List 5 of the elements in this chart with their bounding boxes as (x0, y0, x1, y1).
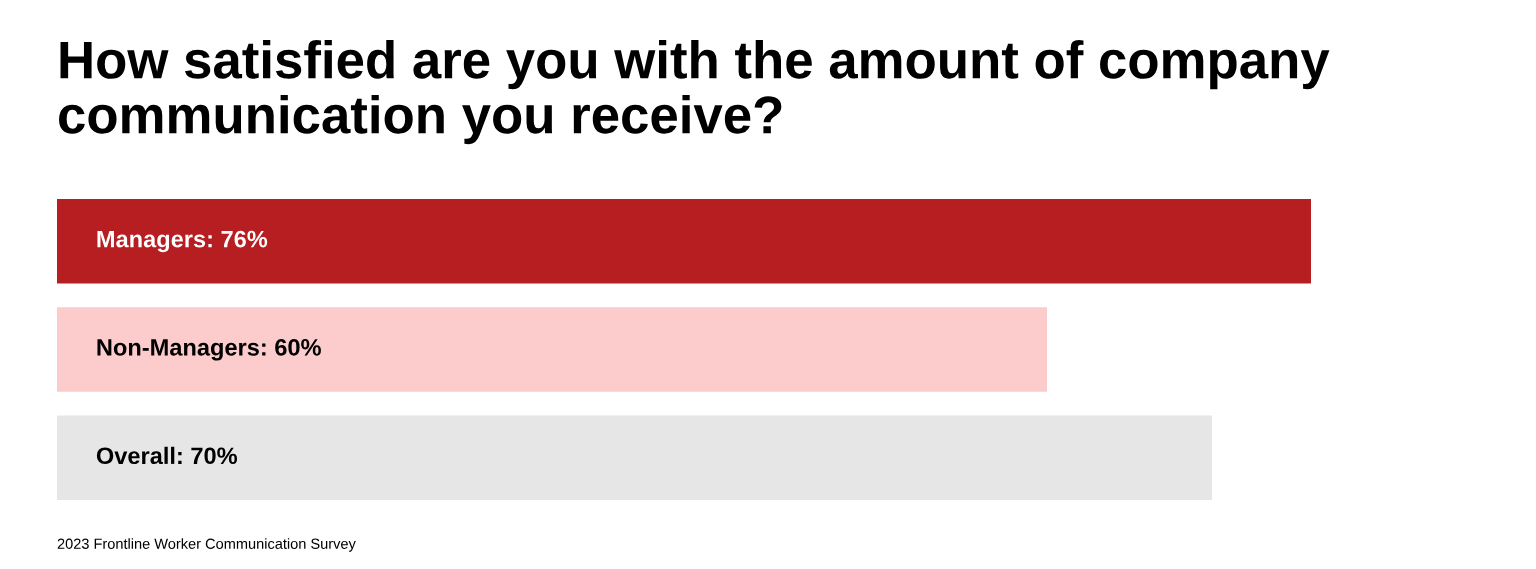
chart-title: How satisfied are you with the amount of company communication you receive? (59, 40, 1330, 145)
text: 2023 Frontline Worker Communication Survey (57, 538, 356, 552)
data-label: Overall: 70% (96, 446, 238, 465)
data-label: Non-Managers: 60% (97, 339, 321, 361)
data-label: Managers: 76% (97, 230, 268, 253)
